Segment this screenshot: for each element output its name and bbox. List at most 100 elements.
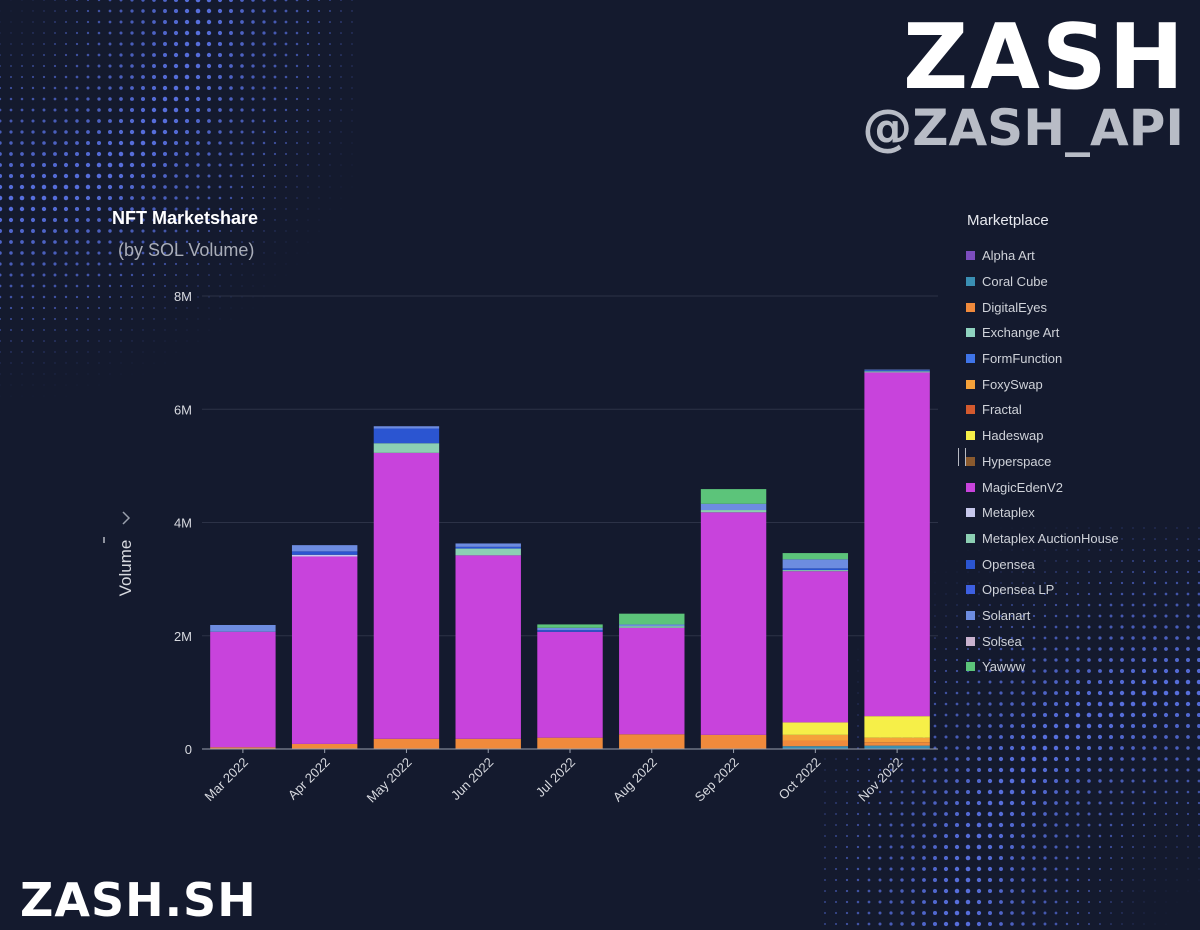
bar-segment[interactable] bbox=[700, 510, 767, 513]
bar-segment[interactable] bbox=[864, 745, 930, 749]
bar-segment[interactable] bbox=[864, 370, 930, 372]
chevron-right-icon[interactable] bbox=[122, 511, 131, 525]
legend-item[interactable]: Opensea bbox=[966, 551, 1186, 577]
legend-item[interactable]: Yawww bbox=[966, 654, 1186, 680]
bar-segment[interactable] bbox=[782, 740, 849, 747]
legend-label: Opensea LP bbox=[982, 582, 1055, 598]
bar-segment[interactable] bbox=[782, 734, 849, 741]
legend-label: Opensea bbox=[982, 556, 1035, 572]
bar-segment[interactable] bbox=[373, 443, 440, 453]
legend-label: Fractal bbox=[982, 402, 1022, 418]
legend-item[interactable]: MagicEdenV2 bbox=[966, 474, 1186, 500]
bar-segment[interactable] bbox=[619, 627, 685, 735]
bar-segment[interactable] bbox=[864, 372, 930, 717]
legend-title: Marketplace bbox=[967, 212, 1049, 229]
legend-label: Yawww bbox=[982, 659, 1026, 675]
bar-segment[interactable] bbox=[619, 626, 685, 628]
legend-swatch bbox=[966, 610, 975, 620]
bar-segment[interactable] bbox=[291, 551, 358, 555]
bar-segment[interactable] bbox=[782, 559, 849, 569]
legend-item[interactable]: Exchange Art bbox=[966, 320, 1186, 346]
bar-segment[interactable] bbox=[782, 570, 849, 572]
legend-item[interactable]: Hadeswap bbox=[966, 423, 1186, 449]
x-tick-label: Nov 2022 bbox=[855, 755, 905, 805]
bar-segment[interactable] bbox=[700, 489, 767, 504]
bar-segment[interactable] bbox=[210, 631, 276, 748]
bar-segment[interactable] bbox=[782, 568, 849, 571]
bar-segment[interactable] bbox=[455, 546, 521, 549]
bar-segment[interactable] bbox=[700, 512, 767, 735]
brand-logo: ZASH bbox=[902, 5, 1186, 110]
bar-segment[interactable] bbox=[864, 742, 930, 746]
legend-item[interactable]: Hyperspace bbox=[966, 449, 1186, 475]
bar-segment[interactable] bbox=[373, 426, 440, 429]
legend-item[interactable]: FormFunction bbox=[966, 346, 1186, 372]
bar-segment[interactable] bbox=[455, 738, 521, 749]
legend-swatch bbox=[966, 379, 975, 389]
legend-label: Metaplex bbox=[982, 505, 1035, 521]
bar-segment[interactable] bbox=[700, 734, 767, 749]
legend-resize-handle[interactable] bbox=[958, 448, 966, 466]
bar-segment[interactable] bbox=[619, 624, 685, 627]
y-tick-label: 0 bbox=[185, 742, 192, 757]
legend-swatch bbox=[966, 251, 975, 261]
y-tick-label: 6M bbox=[174, 402, 192, 417]
legend-item[interactable]: Solanart bbox=[966, 603, 1186, 629]
bar-segment[interactable] bbox=[455, 548, 521, 556]
legend-label: Solanart bbox=[982, 607, 1031, 623]
legend-item[interactable]: Coral Cube bbox=[966, 269, 1186, 295]
legend-label: DigitalEyes bbox=[982, 299, 1048, 315]
bar-segment[interactable] bbox=[864, 371, 930, 373]
legend-item[interactable]: Metaplex bbox=[966, 500, 1186, 526]
bar-segment[interactable] bbox=[537, 631, 603, 738]
chart-title: NFT Marketshare bbox=[112, 208, 259, 228]
y-axis-label: Volume bbox=[116, 540, 135, 597]
legend-label: Metaplex AuctionHouse bbox=[982, 530, 1119, 546]
bar-segment[interactable] bbox=[619, 613, 685, 625]
legend-swatch bbox=[966, 405, 975, 415]
legend-item[interactable]: Metaplex AuctionHouse bbox=[966, 526, 1186, 552]
bars bbox=[210, 369, 930, 749]
legend-swatch bbox=[966, 482, 975, 492]
bar-segment[interactable] bbox=[291, 743, 358, 749]
legend-item[interactable]: Alpha Art bbox=[966, 243, 1186, 269]
bar-segment[interactable] bbox=[373, 738, 440, 749]
bar-segment[interactable] bbox=[537, 627, 603, 631]
bar-segment[interactable] bbox=[537, 624, 603, 628]
bar-segment[interactable] bbox=[782, 722, 849, 735]
bar-segment[interactable] bbox=[291, 556, 358, 744]
bar-segment[interactable] bbox=[537, 737, 603, 749]
bar-segment[interactable] bbox=[210, 747, 276, 749]
bar-segment[interactable] bbox=[864, 369, 930, 371]
bar-segment[interactable] bbox=[455, 555, 521, 739]
bar-segment[interactable] bbox=[455, 543, 521, 547]
legend-item[interactable]: Fractal bbox=[966, 397, 1186, 423]
legend-item[interactable]: Solsea bbox=[966, 628, 1186, 654]
bar-segment[interactable] bbox=[210, 624, 276, 632]
bar-segment[interactable] bbox=[782, 571, 849, 723]
bar-segment[interactable] bbox=[864, 716, 930, 738]
y-tick-label: 8M bbox=[174, 289, 192, 304]
bar-segment[interactable] bbox=[291, 545, 358, 552]
brand-handle: @ZASH_API bbox=[862, 99, 1184, 157]
legend-swatch bbox=[966, 508, 975, 518]
bar-segment[interactable] bbox=[700, 503, 767, 511]
bar-segment[interactable] bbox=[782, 746, 849, 749]
legend-swatch bbox=[966, 354, 975, 364]
bar-segment[interactable] bbox=[782, 553, 849, 560]
x-tick-label: May 2022 bbox=[364, 755, 415, 806]
bar-segment[interactable] bbox=[373, 452, 440, 739]
legend-item[interactable]: FoxySwap bbox=[966, 371, 1186, 397]
bar-segment[interactable] bbox=[619, 734, 685, 749]
y-tick-label: 2M bbox=[174, 629, 192, 644]
bar-segment[interactable] bbox=[864, 737, 930, 743]
legend-swatch bbox=[966, 585, 975, 595]
legend-label: Solsea bbox=[982, 633, 1022, 649]
bar-segment[interactable] bbox=[537, 630, 603, 632]
bar-segment[interactable] bbox=[291, 554, 358, 557]
legend-item[interactable]: DigitalEyes bbox=[966, 294, 1186, 320]
legend-item[interactable]: Opensea LP bbox=[966, 577, 1186, 603]
bar-segment[interactable] bbox=[373, 428, 440, 444]
legend-list: Alpha Art Coral Cube DigitalEyes Exchange A… bbox=[966, 243, 1186, 680]
